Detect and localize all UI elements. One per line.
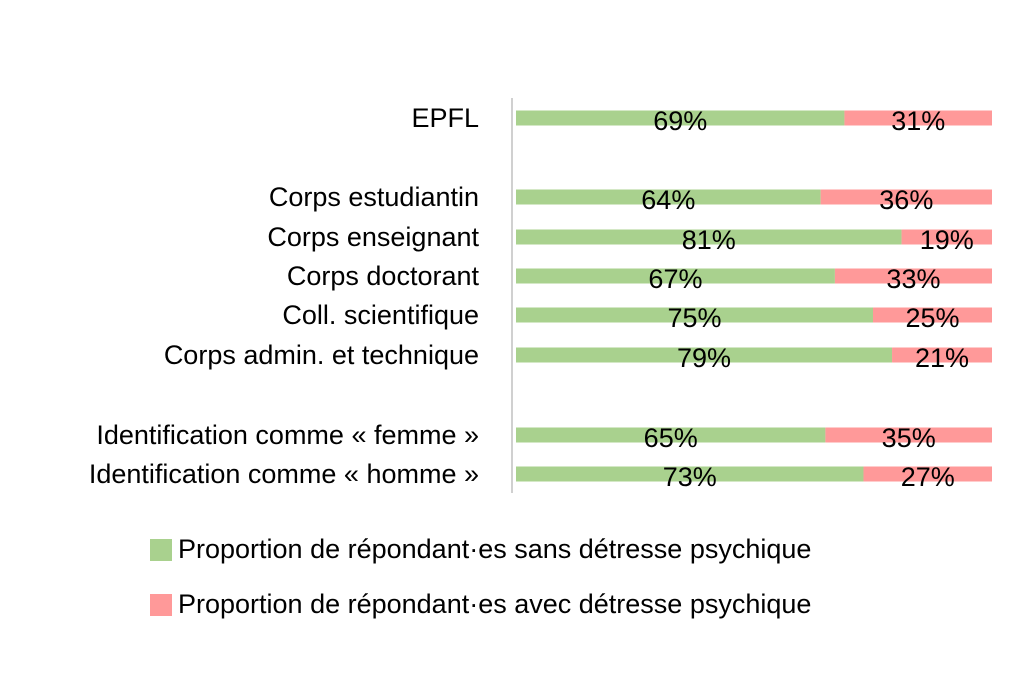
legend-swatch-red xyxy=(150,593,172,616)
data-label: 19% xyxy=(920,225,974,255)
bar-segment-without-distress xyxy=(516,189,821,205)
data-label: 73% xyxy=(663,462,717,492)
data-label: 31% xyxy=(891,106,945,136)
data-label: 36% xyxy=(879,185,933,215)
data-label: 69% xyxy=(653,106,707,136)
data-label: 27% xyxy=(901,462,955,492)
category-label: Corps admin. et technique xyxy=(164,340,479,370)
bar-segment-without-distress xyxy=(516,268,835,284)
legend-label-without-distress: Proportion de répondant·es sans détresse… xyxy=(178,534,812,564)
data-label: 33% xyxy=(886,264,940,294)
legend-swatch-green xyxy=(150,538,172,561)
category-label: Identification comme « homme » xyxy=(89,459,479,489)
category-label: Corps estudiantin xyxy=(269,182,479,212)
bar-segment-with-distress xyxy=(873,307,992,323)
bar-segment-with-distress xyxy=(834,268,992,284)
data-label: 21% xyxy=(915,343,969,373)
bar-segment-without-distress xyxy=(516,427,826,443)
bar-segment-without-distress xyxy=(516,347,893,363)
bar-segment-with-distress xyxy=(892,347,992,363)
bar-segment-with-distress xyxy=(844,110,992,126)
data-label: 64% xyxy=(641,185,695,215)
bar-segment-with-distress xyxy=(820,189,992,205)
data-label: 67% xyxy=(648,264,702,294)
bar-segment-without-distress xyxy=(516,229,902,245)
labels-group: EPFL 69% 31% Corps estudiantin 64% 36% Corps e… xyxy=(89,103,974,492)
bar-segment-without-distress xyxy=(516,110,845,126)
data-label: 65% xyxy=(644,423,698,453)
data-label: 25% xyxy=(905,303,959,333)
legend-label-with-distress: Proportion de répondant·es avec détresse… xyxy=(178,589,812,619)
legend-item-without-distress: Proportion de répondant·es sans détresse… xyxy=(150,534,811,565)
category-label: Corps enseignant xyxy=(267,222,479,252)
category-label: Coll. scientifique xyxy=(282,300,479,330)
bars-group xyxy=(516,110,992,482)
stacked-bar-chart: EPFL 69% 31% Corps estudiantin 64% 36% Corps e… xyxy=(89,98,992,493)
bar-segment-with-distress xyxy=(863,466,992,482)
category-label: Identification comme « femme » xyxy=(96,420,479,450)
data-label: 35% xyxy=(882,423,936,453)
category-label: Corps doctorant xyxy=(287,261,480,291)
bar-segment-with-distress xyxy=(901,229,992,245)
legend-item-with-distress: Proportion de répondant·es avec détresse… xyxy=(150,589,811,620)
bar-segment-with-distress xyxy=(825,427,992,443)
bar-segment-without-distress xyxy=(516,466,864,482)
data-label: 79% xyxy=(677,343,731,373)
data-label: 75% xyxy=(667,303,721,333)
category-label: EPFL xyxy=(411,103,479,133)
bar-segment-without-distress xyxy=(516,307,873,323)
data-label: 81% xyxy=(682,225,736,255)
